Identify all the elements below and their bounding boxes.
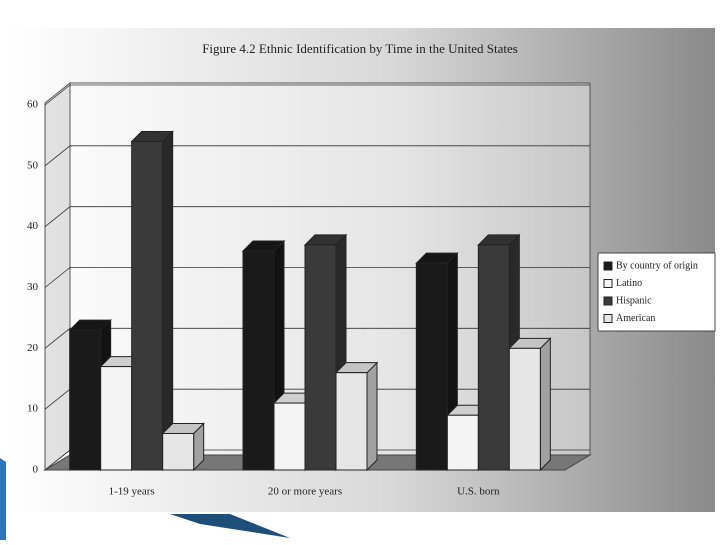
bar bbox=[334, 361, 379, 472]
grid-line bbox=[44, 145, 590, 167]
y-tick-label: 30 bbox=[27, 281, 39, 293]
bar-side bbox=[366, 361, 378, 472]
y-tick-label: 20 bbox=[27, 342, 39, 354]
bar-front bbox=[242, 250, 275, 471]
bar-front bbox=[335, 372, 368, 471]
side-wall bbox=[44, 81, 71, 472]
bar-front bbox=[477, 244, 510, 471]
y-tick-label: 10 bbox=[27, 403, 39, 415]
y-tick-label: 60 bbox=[27, 99, 39, 111]
bar-front bbox=[446, 414, 479, 471]
legend-label: American bbox=[616, 313, 655, 324]
bar-front bbox=[162, 433, 195, 471]
x-tick-label: 1-19 years bbox=[109, 486, 155, 498]
grid-line bbox=[44, 206, 590, 227]
decoration-arrow bbox=[170, 514, 290, 538]
x-tick-label: U.S. born bbox=[457, 486, 500, 498]
y-tick-label: 40 bbox=[27, 220, 39, 232]
y-tick-label: 50 bbox=[27, 159, 39, 171]
bar-front bbox=[273, 402, 306, 471]
bar bbox=[161, 422, 205, 472]
decoration bbox=[0, 512, 290, 540]
legend-label: By country of origin bbox=[616, 260, 698, 271]
legend-label: Hispanic bbox=[616, 295, 652, 306]
legend-swatch bbox=[603, 279, 613, 288]
legend-swatch bbox=[603, 296, 613, 306]
bar-front bbox=[69, 329, 102, 471]
chart-title: Figure 4.2 Ethnic Identification by Time… bbox=[202, 41, 518, 56]
y-tick-label: 0 bbox=[33, 464, 39, 476]
grid-line bbox=[44, 84, 590, 106]
decoration-bar bbox=[0, 458, 6, 540]
legend-label: Latino bbox=[616, 278, 642, 289]
bar-front bbox=[415, 262, 448, 471]
bar-side bbox=[162, 130, 174, 472]
legend-swatch bbox=[603, 261, 613, 271]
bar bbox=[415, 251, 459, 472]
bar-side bbox=[539, 337, 551, 472]
bar-front bbox=[100, 366, 133, 471]
bar-front bbox=[131, 141, 164, 471]
legend bbox=[597, 252, 716, 332]
bar bbox=[508, 337, 552, 472]
bar bbox=[130, 130, 174, 472]
bar-front bbox=[304, 244, 337, 471]
bar-front bbox=[508, 347, 541, 471]
legend-swatch bbox=[603, 314, 613, 323]
x-tick-label: 20 or more years bbox=[268, 486, 342, 498]
